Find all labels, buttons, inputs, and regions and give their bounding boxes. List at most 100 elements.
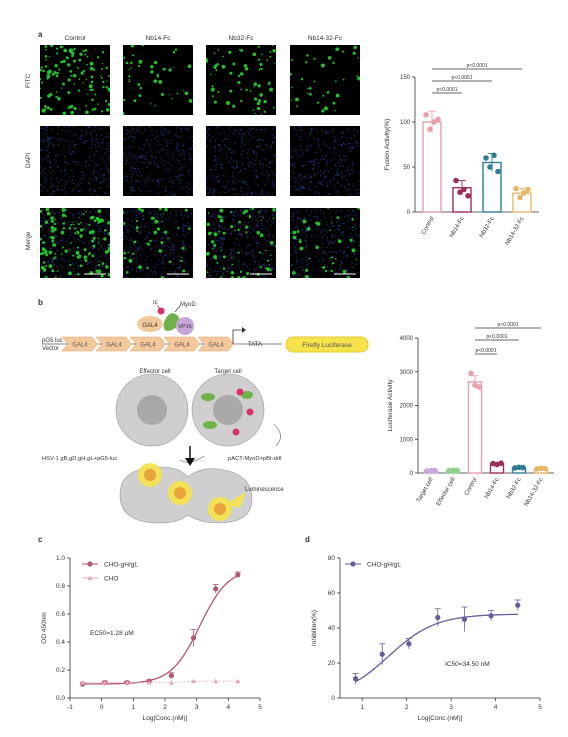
y-tick-label: 3000 <box>400 370 414 376</box>
nucleus-3 <box>214 503 226 515</box>
target-nucleus-shape <box>213 395 243 425</box>
y-tick-label: 2000 <box>400 404 414 410</box>
micrograph-fitc-1 <box>123 45 193 115</box>
myod-pointer-line <box>174 305 181 313</box>
y-tick-label: 60 <box>328 590 336 597</box>
data-point <box>423 112 429 118</box>
significance-label: p<0.0001 <box>498 322 519 328</box>
data-point <box>432 467 438 474</box>
x-tick-label: Nb32-Fc <box>506 477 523 500</box>
x-tick-label: 1 <box>132 704 136 711</box>
x-tick-label: Nb14-Fc <box>449 216 466 239</box>
data-point <box>483 155 489 161</box>
data-point <box>542 465 548 472</box>
data-point <box>124 680 130 685</box>
panel-label-d: d <box>305 535 310 544</box>
vp16-protein-shape <box>176 317 194 335</box>
data-point <box>476 384 482 390</box>
gal4-binding-boxes: GAL4 GAL4 GAL4 GAL4 GAL4 <box>61 336 235 352</box>
micrograph-dapi-1 <box>123 126 193 196</box>
x-axis-label: Log[Conc.(nM)] <box>418 715 463 722</box>
ic-pointer-line <box>156 304 161 310</box>
nucleus-2 <box>174 487 186 499</box>
data-point <box>431 119 437 125</box>
data-point <box>435 614 441 621</box>
data-point <box>461 616 468 622</box>
baseline-line <box>82 680 238 684</box>
od450-dose-response-chart: -1 0 1 2 3 4 5 0.0 0.2 0.4 0.6 0.8 1.0 Log[Conc.(nM)]… <box>41 555 262 722</box>
luciferase-reporter-schematic: GAL4 VP16 Ic MyoD pG5 luc Vector GAL4 GAL… <box>42 300 369 524</box>
data-point <box>538 465 544 472</box>
myod-label: MyoD <box>180 302 196 308</box>
ic-label: Ic <box>153 300 158 306</box>
ic-in-target-1 <box>236 388 244 396</box>
myod-in-target-1 <box>201 393 215 401</box>
y-tick-label: 150 <box>400 75 411 81</box>
ic-molecule-shape <box>157 307 165 315</box>
data-point <box>406 641 412 647</box>
data-point <box>515 602 521 608</box>
gal4-box-label-2: GAL4 <box>140 343 156 349</box>
luminescence-beam <box>226 492 246 508</box>
y-axis-label: Fusion Activity(%) <box>384 119 391 171</box>
y-axis-label: Luciferase Activity <box>387 379 394 432</box>
data-point <box>379 651 385 657</box>
data-point <box>468 370 474 377</box>
legend-marker <box>350 561 356 567</box>
data-point <box>427 126 433 132</box>
x-tick-label: 2 <box>163 704 167 711</box>
potency-annotation: IC50=34.50 nM <box>445 661 490 668</box>
gal4-protein-shape <box>137 316 163 332</box>
data-point <box>102 680 108 685</box>
bar-control <box>422 121 442 213</box>
micrograph-merge-2 <box>206 208 276 278</box>
x-tick-label: Nb14-32-Fc <box>524 477 545 507</box>
x-axis-label: Log[Conc.(nM)] <box>143 715 188 722</box>
y-tick-label: 1000 <box>400 437 414 443</box>
firefly-luciferase-label: Firefly Luciferase <box>302 342 352 349</box>
luminescence-label: Luminescence <box>245 487 284 493</box>
data-point <box>235 572 241 578</box>
data-point <box>516 464 522 471</box>
y-tick-label: 40 <box>328 625 336 632</box>
legend-marker <box>87 575 93 580</box>
y-tick-label: 1.0 <box>56 555 65 562</box>
significance-label: p<0.0001 <box>487 334 508 340</box>
x-tick-label: 4 <box>227 704 231 711</box>
x-tick-label: Control <box>464 477 479 497</box>
data-point <box>517 194 523 201</box>
micrograph-dapi-0 <box>40 126 110 196</box>
data-point <box>190 635 197 641</box>
vector-label-line2: Vector <box>42 346 59 352</box>
gal4-box-label-3: GAL4 <box>174 343 190 349</box>
x-tick-label: 4 <box>494 704 498 711</box>
fit-curve <box>355 613 518 683</box>
y-tick-label: 0.8 <box>56 583 65 590</box>
effector-cell-label: Effector cell <box>139 369 170 375</box>
nucleus-1 <box>144 469 156 481</box>
gal4-box-4 <box>197 336 235 352</box>
x-tick-label: Nb14-32-Fc <box>505 216 526 246</box>
gal4-box-label-4: GAL4 <box>208 343 224 349</box>
myod-in-target-2 <box>203 421 217 429</box>
x-tick-label: Target cell <box>416 477 435 504</box>
ic-in-target-2 <box>246 408 254 416</box>
myod-protein-shape <box>163 313 180 331</box>
target-cell-label: Target cell <box>214 369 241 375</box>
y-tick-label: 100 <box>400 120 411 126</box>
data-point <box>498 460 504 467</box>
y-tick-label: 0.0 <box>56 695 65 702</box>
y-tick-label: 0.4 <box>56 639 65 646</box>
y-tick-label: 0.6 <box>56 611 65 618</box>
row-label-fitc: FITC <box>25 73 32 88</box>
data-point <box>488 613 494 619</box>
data-point <box>457 189 463 195</box>
gal4-box-label-0: GAL4 <box>72 343 88 349</box>
x-tick-label: 3 <box>195 704 199 711</box>
significance-label: p<0.0001 <box>476 348 497 354</box>
significance-label: p<0.0001 <box>452 75 473 81</box>
transcription-arrowhead <box>242 327 246 333</box>
row-label-dapi: DAPI <box>25 152 32 168</box>
data-point <box>491 152 497 159</box>
data-point <box>465 193 471 199</box>
